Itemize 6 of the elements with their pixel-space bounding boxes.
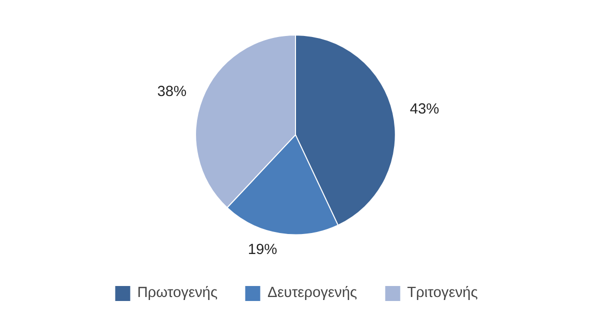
legend-label: Δευτερογενής (268, 285, 358, 301)
data-label: 19% (248, 242, 278, 258)
data-label: 38% (157, 84, 187, 100)
legend-label: Πρωτογενής (137, 285, 218, 301)
data-label: 43% (410, 101, 440, 118)
legend-label: Τριτογενής (407, 285, 478, 301)
